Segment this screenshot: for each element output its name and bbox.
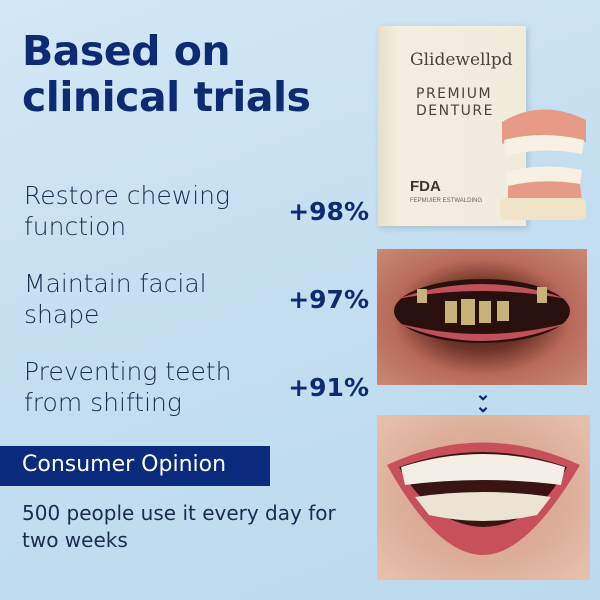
- stat-value: +91%: [288, 372, 369, 402]
- stat-facial: Maintain facial shape +97%: [24, 268, 369, 330]
- consumer-opinion-banner: Consumer Opinion: [0, 446, 270, 486]
- missing-teeth-mouth: [394, 279, 570, 343]
- page-title: Based on clinical trials: [22, 27, 311, 121]
- stat-label: Restore chewing function: [24, 181, 231, 241]
- stat-label: Preventing teeth from shifting: [24, 357, 232, 417]
- brand-name: Glidewellpd: [410, 50, 513, 70]
- product-line-1: PREMIUM: [416, 86, 493, 102]
- product-box: Glidewellpd PREMIUM DENTURE FDA FEPMUIER …: [378, 26, 526, 226]
- fine-print: FEPMUIER ESTWALDING: [410, 198, 483, 204]
- fda-badge: FDA: [410, 178, 441, 195]
- product-image: Glidewellpd PREMIUM DENTURE FDA FEPMUIER …: [376, 24, 588, 228]
- stat-shifting: Preventing teeth from shifting +91%: [24, 356, 369, 418]
- title-line-2: clinical trials: [22, 73, 311, 121]
- stat-value: +97%: [288, 284, 369, 314]
- after-photo: [377, 415, 590, 580]
- before-photo: [377, 249, 587, 385]
- title-line-1: Based on: [22, 27, 231, 75]
- denture-model-icon: [500, 109, 586, 220]
- chevron-down-icon: ⌄ ⌄: [475, 384, 491, 416]
- stat-label: Maintain facial shape: [24, 269, 207, 329]
- consumer-opinion-text: 500 people use it every day for two week…: [22, 501, 336, 552]
- stat-chewing: Restore chewing function +98%: [24, 180, 369, 242]
- product-name: PREMIUM DENTURE: [416, 86, 494, 120]
- product-line-2: DENTURE: [416, 103, 494, 119]
- stat-value: +98%: [288, 196, 369, 226]
- smile-mouth: [387, 442, 580, 555]
